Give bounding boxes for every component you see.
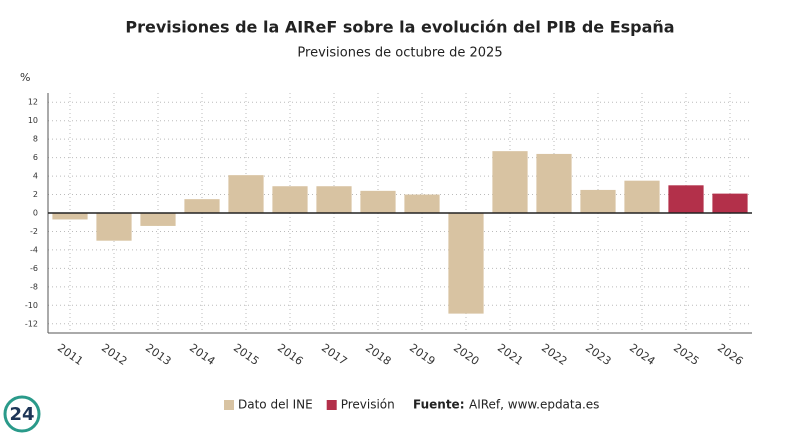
bar	[624, 180, 660, 213]
x-tick-label: 2020	[451, 341, 481, 368]
logo-ring	[3, 395, 41, 433]
x-tick-label: 2013	[143, 341, 173, 368]
bar	[228, 175, 264, 213]
bar	[272, 186, 308, 213]
y-tick-label: -4	[30, 245, 38, 254]
bar	[448, 213, 484, 314]
y-tick-label: 8	[33, 135, 38, 144]
x-tick-label: 2019	[407, 341, 437, 368]
bar	[184, 199, 220, 213]
source-label: Fuente:	[413, 398, 465, 412]
bar	[492, 151, 528, 213]
x-tick-label: 2023	[583, 341, 613, 368]
y-tick-label: -8	[30, 282, 38, 291]
bar	[96, 213, 132, 241]
legend-label: Dato del INE	[238, 398, 313, 412]
source: AIRef, www.epdata.es	[469, 398, 599, 412]
y-tick-label: -2	[30, 227, 38, 236]
x-tick-label: 2015	[231, 341, 261, 368]
y-tick-label: 6	[33, 153, 38, 162]
x-tick-label: 2014	[187, 341, 217, 368]
x-tick-label: 2025	[671, 341, 701, 368]
legend-swatch	[224, 400, 234, 410]
y-tick-label: 2	[33, 190, 38, 199]
x-tick-label: 2017	[319, 341, 349, 368]
legend-swatch	[326, 400, 337, 410]
bar	[536, 153, 572, 213]
y-tick-label: 0	[33, 209, 38, 218]
bar	[712, 193, 748, 213]
bar	[360, 190, 396, 213]
y-tick-label: 4	[33, 172, 38, 181]
x-tick-label: 2026	[715, 341, 745, 368]
x-tick-label: 2016	[275, 341, 305, 368]
bar	[668, 185, 704, 213]
logo: 24	[9, 404, 34, 425]
x-tick-label: 2024	[627, 341, 657, 368]
bar	[52, 213, 88, 220]
bar	[140, 213, 176, 226]
y-tick-label: -12	[25, 319, 38, 328]
chart-title: Previsiones de la AIReF sobre la evoluci…	[125, 18, 674, 37]
bar	[316, 186, 352, 213]
bar	[404, 194, 440, 213]
y-tick-label: 12	[28, 98, 38, 107]
y-axis-label: %	[20, 71, 30, 84]
y-tick-label: -6	[30, 264, 38, 273]
x-tick-label: 2022	[539, 341, 569, 368]
y-tick-label: 10	[28, 116, 38, 125]
x-tick-label: 2012	[99, 341, 129, 368]
bar	[580, 189, 616, 213]
x-tick-label: 2011	[55, 341, 85, 368]
y-tick-label: -10	[25, 301, 38, 310]
x-tick-label: 2021	[495, 341, 525, 368]
legend-label: Previsión	[341, 398, 395, 412]
x-tick-label: 2018	[363, 341, 393, 368]
chart-subtitle: Previsiones de octubre de 2025	[297, 46, 502, 61]
